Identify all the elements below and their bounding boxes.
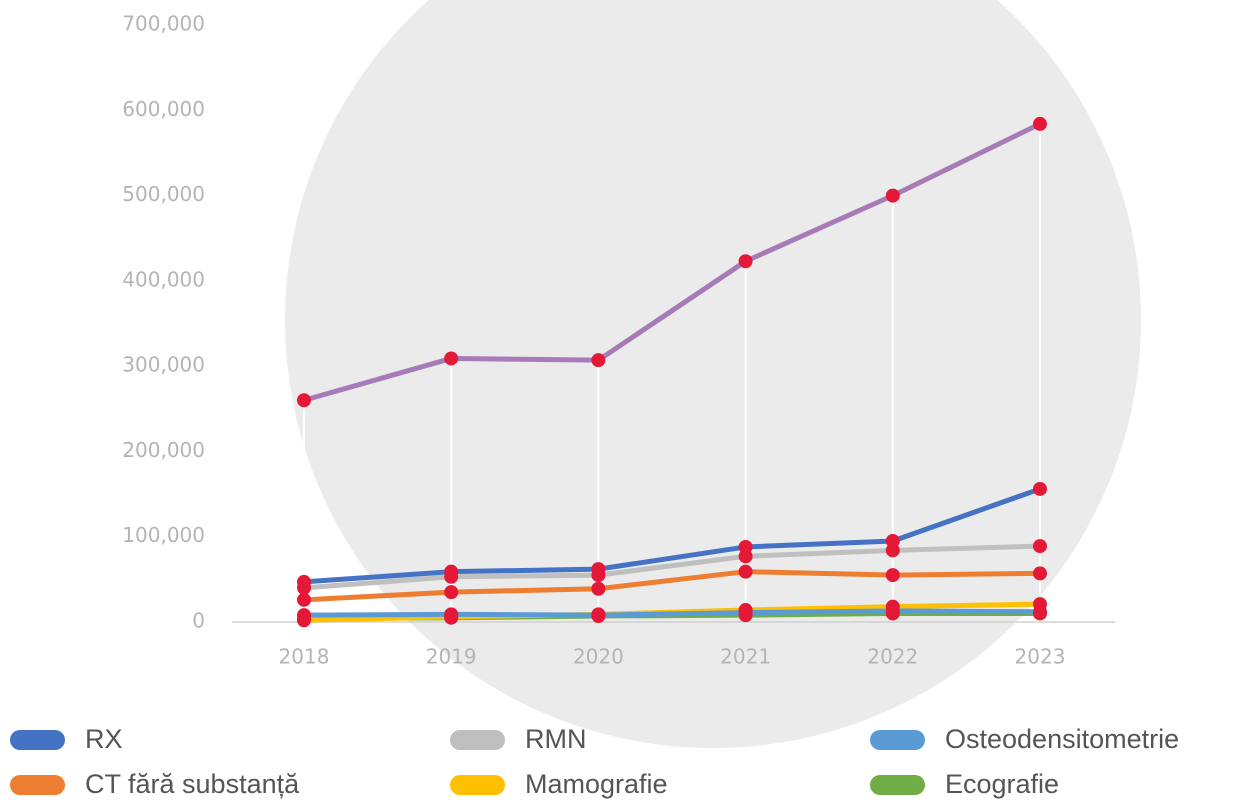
point-marker [444, 564, 459, 579]
x-tick-label: 2020 [573, 645, 624, 669]
point-marker [738, 605, 753, 620]
legend-swatch [450, 775, 505, 795]
x-tick-label: 2018 [279, 645, 330, 669]
x-tick-label: 2021 [720, 645, 771, 669]
point-marker [1033, 481, 1047, 496]
point-marker [885, 533, 900, 548]
legend-swatch [870, 730, 925, 750]
legend-swatch [10, 730, 65, 750]
point-marker [738, 539, 753, 554]
point-marker [591, 581, 606, 596]
y-tick-label: 600,000 [122, 97, 205, 121]
point-marker [1033, 566, 1047, 581]
series-line [303, 569, 1041, 603]
x-tick-label: 2019 [426, 645, 477, 669]
point-marker [591, 608, 606, 623]
point-marker [885, 188, 900, 203]
point-marker [1033, 539, 1047, 554]
point-marker [1033, 116, 1047, 131]
y-tick-label: 100,000 [122, 523, 205, 547]
series-line [303, 486, 1041, 585]
point-marker [738, 254, 753, 269]
y-tick-label: 700,000 [122, 12, 205, 36]
legend-label: RX [85, 724, 123, 754]
legend-swatch [10, 775, 65, 795]
point-marker [885, 568, 900, 583]
y-tick-label: 200,000 [122, 438, 205, 462]
point-marker [297, 608, 311, 623]
point-marker [738, 564, 753, 579]
y-tick-label: 400,000 [122, 267, 205, 291]
point-marker [591, 562, 606, 577]
series-line [303, 543, 1041, 591]
point-marker [297, 393, 311, 408]
y-tick-label: 500,000 [122, 182, 205, 206]
legend-label: Mamografie [525, 769, 668, 799]
x-tick-label: 2022 [867, 645, 918, 669]
background-circle [285, 0, 1141, 748]
point-marker [297, 592, 311, 607]
point-marker [1033, 604, 1047, 619]
legend-label: CT fără substanță [85, 769, 300, 799]
series-line [303, 608, 1041, 618]
point-marker [444, 585, 459, 600]
legend-label: Osteodensitometrie [945, 724, 1179, 754]
legend-label: RMN [525, 724, 587, 754]
point-marker [591, 353, 606, 368]
series-line [303, 121, 1042, 403]
point-marker [444, 607, 459, 622]
legend-swatch [450, 730, 505, 750]
point-marker [297, 574, 311, 589]
point-marker [444, 351, 459, 366]
y-tick-label: 300,000 [122, 353, 205, 377]
legend-swatch [870, 775, 925, 795]
y-tick-label: 0 [192, 609, 205, 633]
x-tick-label: 2023 [1015, 645, 1066, 669]
legend-label: Ecografie [945, 769, 1059, 799]
point-marker [885, 603, 900, 618]
